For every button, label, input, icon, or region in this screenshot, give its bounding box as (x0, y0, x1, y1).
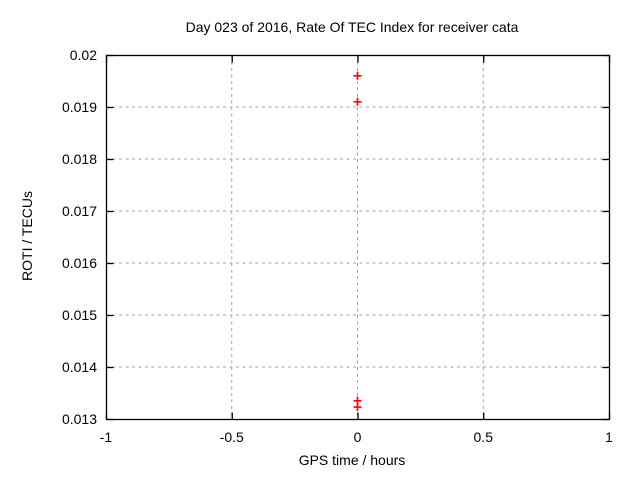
x-tick-label: -0.5 (220, 429, 244, 445)
y-tick-label: 0.016 (62, 255, 97, 271)
x-axis-label: GPS time / hours (298, 452, 406, 468)
y-tick-label: 0.018 (62, 151, 97, 167)
data-point-marker (353, 97, 362, 106)
data-point-marker (353, 403, 362, 412)
y-tick-label: 0.014 (62, 359, 97, 375)
y-tick-label: 0.013 (62, 411, 97, 427)
x-tick-label: 0 (354, 429, 362, 445)
x-tick-label: 0.5 (474, 429, 494, 445)
y-tick-label: 0.015 (62, 307, 97, 323)
chart-title: Day 023 of 2016, Rate Of TEC Index for r… (185, 19, 519, 35)
data-point-marker (353, 71, 362, 80)
y-tick-label: 0.02 (70, 47, 97, 63)
y-tick-label: 0.017 (62, 203, 97, 219)
y-tick-label: 0.019 (62, 99, 97, 115)
x-tick-label: 1 (605, 429, 613, 445)
x-tick-label: -1 (100, 429, 113, 445)
